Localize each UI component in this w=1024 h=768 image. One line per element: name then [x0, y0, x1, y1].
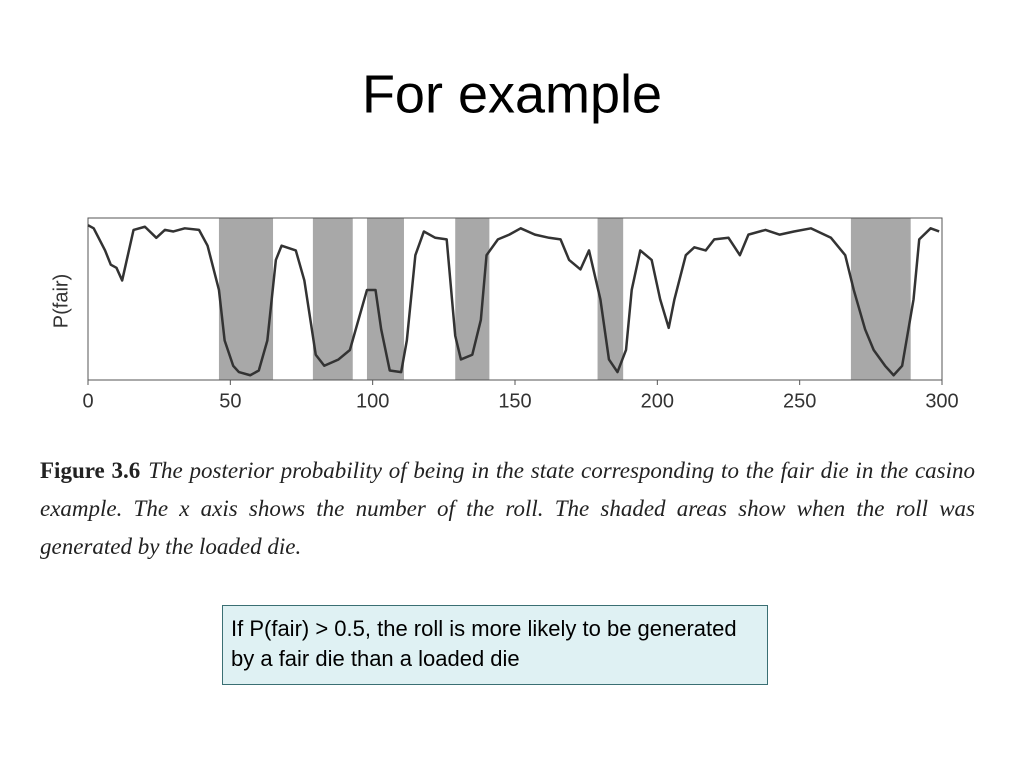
- caption-label: Figure 3.6: [40, 458, 141, 483]
- x-tick-label: 200: [641, 390, 674, 412]
- x-tick-label: 50: [219, 390, 241, 412]
- loaded-die-region: [850, 218, 911, 380]
- x-tick-label: 0: [82, 390, 93, 412]
- y-axis-label: P(fair): [50, 274, 72, 328]
- caption-text: The posterior probability of being in th…: [40, 458, 975, 559]
- slide-title: For example: [362, 64, 662, 124]
- x-tick-label: 150: [498, 390, 531, 412]
- probability-line: [87, 224, 940, 377]
- x-tick-label: 100: [356, 390, 389, 412]
- x-tick-label: 300: [925, 390, 958, 412]
- figure-caption: Figure 3.6 The posterior probability of b…: [40, 452, 975, 566]
- x-tick-label: 250: [783, 390, 816, 412]
- note-box: If P(fair) > 0.5, the roll is more likel…: [222, 605, 768, 685]
- chart: P(fair) 0 50 100 150 200 250 300: [50, 217, 959, 412]
- plot-frame: [87, 217, 943, 381]
- loaded-die-region: [218, 218, 274, 380]
- loaded-die-region: [312, 218, 353, 380]
- loaded-die-region: [597, 218, 624, 380]
